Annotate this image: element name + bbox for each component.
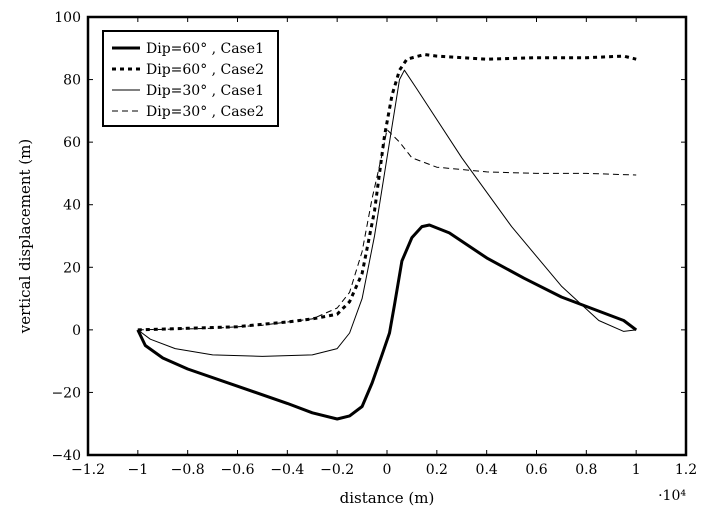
x-tick-label: −1.2: [71, 462, 105, 478]
x-tick-label: 0.6: [525, 462, 547, 478]
series-line-1: [136, 223, 638, 421]
x-tick-label: 0.2: [426, 462, 448, 478]
series-lines: [136, 53, 638, 421]
legend-label-4: Dip=30° , Case2: [146, 104, 264, 120]
y-tick-label: −20: [51, 385, 81, 401]
y-tick-label: 40: [63, 198, 81, 214]
legend-label-1: Dip=60° , Case1: [146, 41, 264, 57]
x-tick-label: 0.4: [476, 462, 498, 478]
y-tick-label: 60: [63, 135, 81, 151]
x-tick-label: −0.8: [171, 462, 205, 478]
y-tick-labels: −40 −20 0 20 40 60 80 100: [51, 10, 81, 464]
y-tick-label: −40: [51, 448, 81, 464]
y-tick-label: 20: [63, 260, 81, 276]
x-tick-label: −0.4: [270, 462, 304, 478]
x-tick-label: 0: [383, 462, 392, 478]
x-axis-label: distance (m): [340, 489, 435, 507]
x-tick-labels: −1.2 −1 −0.8 −0.6 −0.4 −0.2 0 0.2 0.4 0.6 0.8 1 1.2: [71, 462, 697, 478]
series-line-4: [137, 129, 637, 331]
y-tick-label: 80: [63, 73, 81, 89]
legend-label-3: Dip=30° , Case1: [146, 83, 264, 99]
x-tick-label: −1: [128, 462, 149, 478]
x-axis-multiplier: ·10⁴: [658, 488, 686, 504]
legend: Dip=60° , Case1 Dip=60° , Case2 Dip=30° , …: [102, 30, 279, 127]
plot-area-frame: [86, 15, 688, 457]
x-tick-label: 0.8: [575, 462, 597, 478]
y-axis-label: vertical displacement (m): [16, 139, 34, 334]
x-tick-label: 1: [632, 462, 641, 478]
x-tick-label: 1.2: [675, 462, 697, 478]
x-tick-label: −0.6: [221, 462, 255, 478]
y-tick-label: 100: [54, 10, 81, 26]
x-tick-label: −0.2: [320, 462, 354, 478]
y-tick-label: 0: [72, 323, 81, 339]
series-line-3: [137, 69, 637, 357]
legend-label-2: Dip=60° , Case2: [146, 62, 264, 78]
